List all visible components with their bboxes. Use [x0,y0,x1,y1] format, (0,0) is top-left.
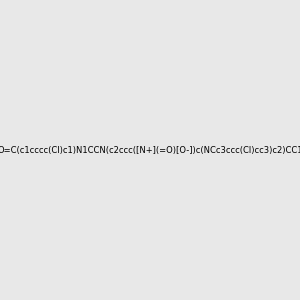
Text: O=C(c1cccc(Cl)c1)N1CCN(c2ccc([N+](=O)[O-])c(NCc3ccc(Cl)cc3)c2)CC1: O=C(c1cccc(Cl)c1)N1CCN(c2ccc([N+](=O)[O-… [0,146,300,154]
